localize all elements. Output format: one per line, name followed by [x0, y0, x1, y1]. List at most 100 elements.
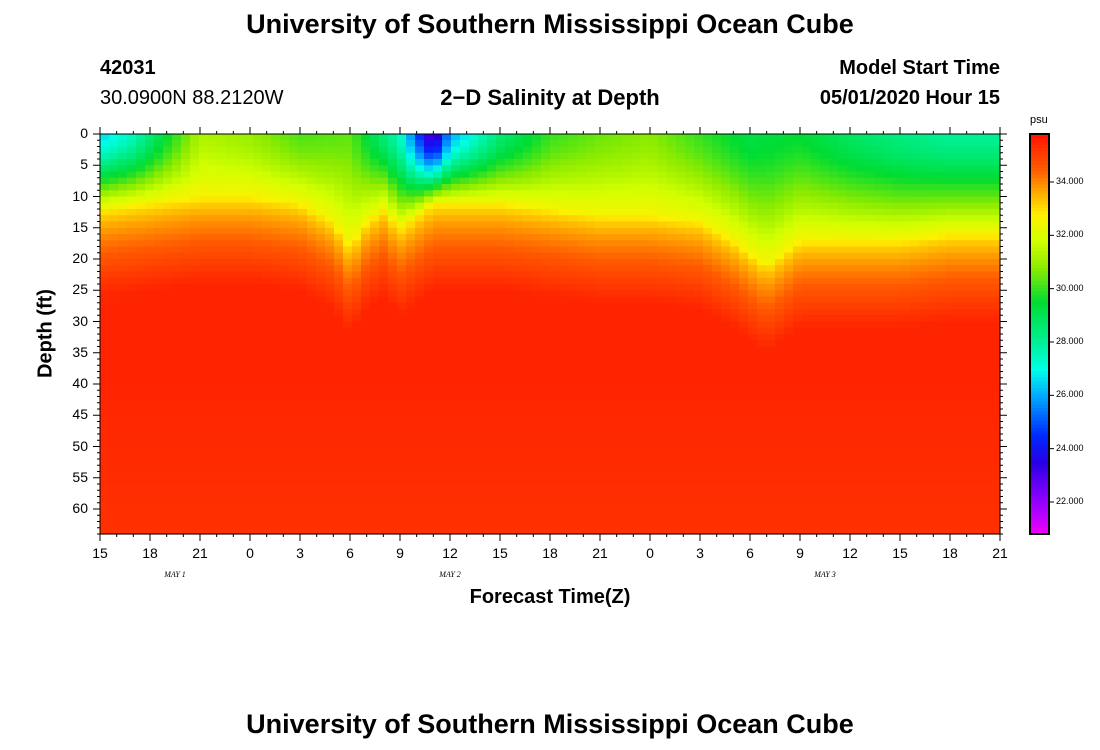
- heatmap-cell: [793, 496, 803, 504]
- heatmap-cell: [712, 502, 722, 510]
- heatmap-cell: [208, 496, 218, 504]
- heatmap-cell: [577, 159, 587, 166]
- heatmap-cell: [613, 390, 623, 398]
- heatmap-cell: [325, 146, 335, 154]
- heatmap-cell: [199, 515, 209, 523]
- heatmap-cell: [640, 296, 650, 304]
- heatmap-cell: [496, 309, 506, 316]
- heatmap-cell: [352, 252, 362, 260]
- heatmap-cell: [262, 321, 272, 329]
- heatmap-cell: [217, 159, 227, 166]
- heatmap-cell: [190, 527, 200, 535]
- heatmap-cell: [532, 402, 542, 410]
- heatmap-cell: [487, 227, 497, 235]
- heatmap-cell: [379, 371, 389, 379]
- heatmap-cell: [775, 190, 785, 198]
- heatmap-cell: [433, 509, 443, 516]
- heatmap-cell: [226, 309, 236, 316]
- heatmap-cell: [289, 415, 299, 423]
- heatmap-cell: [622, 471, 632, 479]
- heatmap-cell: [685, 340, 695, 348]
- heatmap-cell: [433, 490, 443, 498]
- heatmap-cell: [190, 440, 200, 448]
- heatmap-cell: [523, 396, 533, 404]
- heatmap-cell: [649, 515, 659, 523]
- heatmap-cell: [199, 359, 209, 366]
- heatmap-cell: [289, 177, 299, 185]
- heatmap-cell: [406, 327, 416, 335]
- heatmap-cell: [541, 452, 551, 460]
- heatmap-cell: [541, 527, 551, 535]
- heatmap-cell: [514, 377, 524, 385]
- heatmap-cell: [262, 259, 272, 266]
- heatmap-cell: [163, 184, 173, 191]
- heatmap-cell: [730, 315, 740, 323]
- heatmap-cell: [676, 171, 686, 179]
- heatmap-cell: [523, 490, 533, 498]
- heatmap-cell: [658, 309, 668, 316]
- heatmap-cell: [649, 459, 659, 466]
- heatmap-cell: [433, 346, 443, 354]
- heatmap-cell: [487, 527, 497, 535]
- heatmap-cell: [397, 421, 407, 429]
- heatmap-cell: [415, 359, 425, 366]
- heatmap-cell: [640, 177, 650, 185]
- heatmap-cell: [433, 315, 443, 323]
- heatmap-cell: [226, 340, 236, 348]
- heatmap-cell: [289, 140, 299, 148]
- heatmap-cell: [586, 365, 596, 373]
- heatmap-cell: [280, 371, 290, 379]
- heatmap-cell: [172, 234, 182, 241]
- heatmap-cell: [631, 471, 641, 479]
- heatmap-cell: [154, 396, 164, 404]
- heatmap-cell: [730, 209, 740, 216]
- heatmap-cell: [451, 140, 461, 148]
- heatmap-cell: [442, 177, 452, 185]
- heatmap-cell: [757, 177, 767, 185]
- heatmap-cell: [190, 365, 200, 373]
- heatmap-cell: [235, 377, 245, 385]
- heatmap-cell: [757, 434, 767, 441]
- heatmap-cell: [415, 315, 425, 323]
- heatmap-cell: [136, 271, 146, 279]
- heatmap-cell: [775, 521, 785, 529]
- heatmap-cell: [604, 190, 614, 198]
- heatmap-cell: [766, 140, 776, 148]
- heatmap-cell: [397, 284, 407, 291]
- heatmap-cell: [298, 396, 308, 404]
- heatmap-cell: [343, 265, 353, 273]
- heatmap-cell: [343, 190, 353, 198]
- heatmap-cell: [694, 521, 704, 529]
- heatmap-cell: [244, 452, 254, 460]
- heatmap-cell: [712, 165, 722, 173]
- heatmap-cell: [433, 527, 443, 535]
- heatmap-cell: [397, 177, 407, 185]
- heatmap-cell: [523, 334, 533, 341]
- heatmap-cell: [496, 377, 506, 385]
- heatmap-cell: [145, 246, 155, 254]
- heatmap-cell: [667, 221, 677, 229]
- heatmap-cell: [622, 321, 632, 329]
- heatmap-cell: [667, 502, 677, 510]
- heatmap-cell: [415, 509, 425, 516]
- heatmap-cell: [604, 159, 614, 166]
- heatmap-cell: [577, 452, 587, 460]
- heatmap-cell: [559, 159, 569, 166]
- heatmap-cell: [370, 396, 380, 404]
- heatmap-cell: [289, 252, 299, 260]
- heatmap-cell: [676, 315, 686, 323]
- heatmap-cell: [703, 296, 713, 304]
- heatmap-cell: [766, 409, 776, 416]
- heatmap-cell: [622, 215, 632, 223]
- heatmap-cell: [559, 140, 569, 148]
- heatmap-cell: [145, 334, 155, 341]
- heatmap-cell: [370, 284, 380, 291]
- heatmap-cell: [181, 234, 191, 241]
- heatmap-cell: [487, 352, 497, 360]
- heatmap-cell: [172, 490, 182, 498]
- heatmap-cell: [199, 365, 209, 373]
- heatmap-cell: [253, 259, 263, 266]
- heatmap-cell: [100, 496, 110, 504]
- heatmap-cell: [100, 440, 110, 448]
- heatmap-cell: [460, 159, 470, 166]
